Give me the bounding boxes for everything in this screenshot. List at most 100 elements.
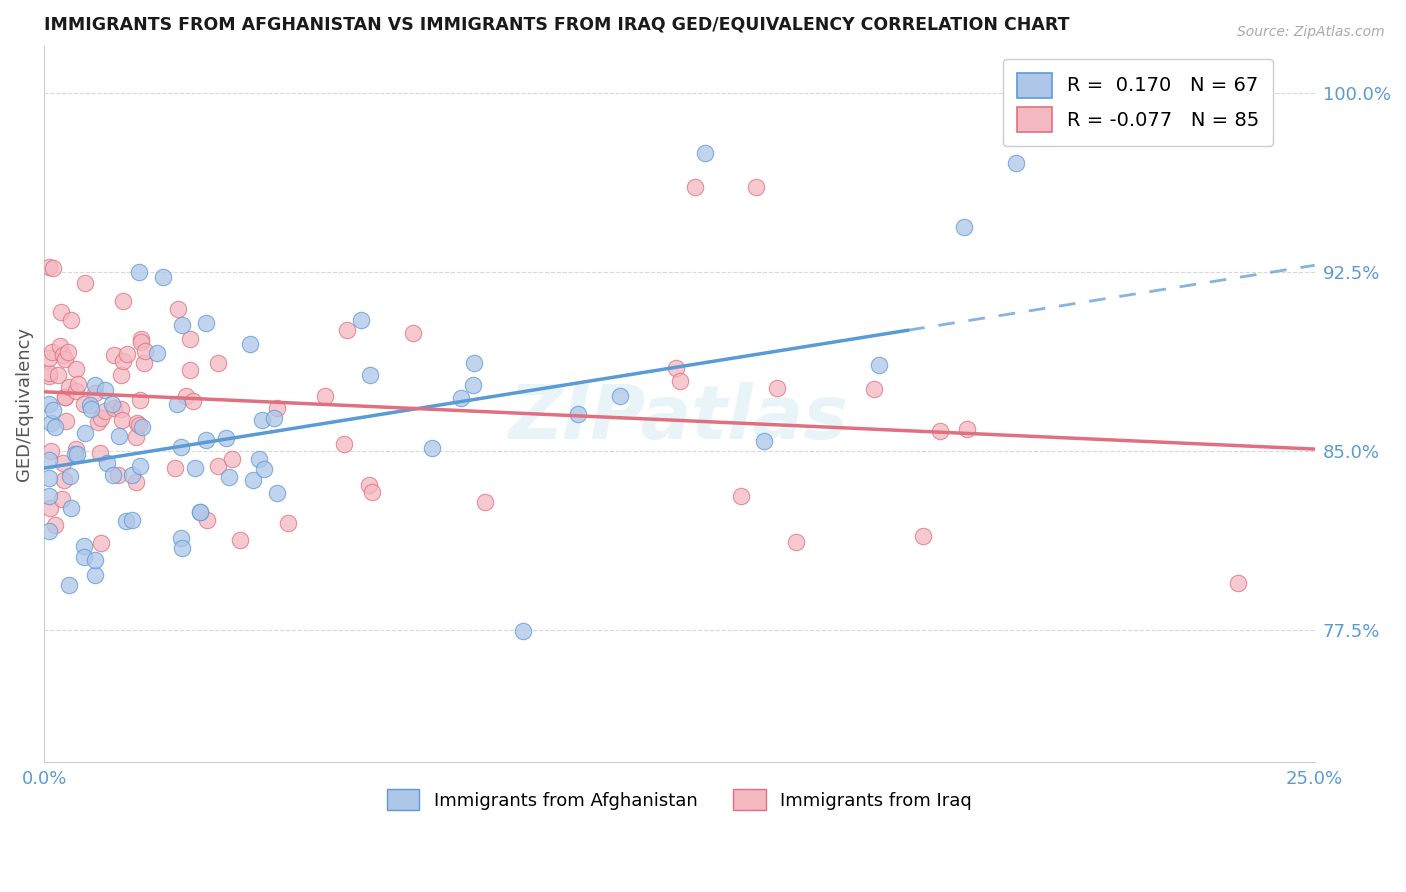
Y-axis label: GED/Equivalency: GED/Equivalency <box>15 326 32 481</box>
Point <box>463 378 485 392</box>
Point <box>229 533 252 548</box>
Point <box>183 393 205 408</box>
Point <box>41 345 63 359</box>
Point <box>785 534 807 549</box>
Point <box>110 368 132 382</box>
Point <box>152 270 174 285</box>
Point <box>253 462 276 476</box>
Point <box>107 468 129 483</box>
Point <box>179 362 201 376</box>
Point <box>51 305 73 319</box>
Point <box>111 413 134 427</box>
Point <box>103 348 125 362</box>
Point <box>38 367 60 381</box>
Point <box>94 403 117 417</box>
Point <box>207 356 229 370</box>
Point <box>129 332 152 346</box>
Point <box>58 469 80 483</box>
Point <box>195 513 218 527</box>
Point <box>112 353 135 368</box>
Point <box>263 411 285 425</box>
Point <box>172 318 194 333</box>
Point <box>752 434 775 448</box>
Point <box>266 485 288 500</box>
Point <box>83 385 105 400</box>
Point <box>89 446 111 460</box>
Point <box>96 456 118 470</box>
Point <box>266 401 288 415</box>
Text: IMMIGRANTS FROM AFGHANISTAN VS IMMIGRANTS FROM IRAQ GED/EQUIVALENCY CORRELATION : IMMIGRANTS FROM AFGHANISTAN VS IMMIGRANT… <box>44 15 1070 33</box>
Point <box>103 467 125 482</box>
Point <box>314 389 336 403</box>
Point <box>402 326 425 341</box>
Point <box>66 447 89 461</box>
Point <box>75 276 97 290</box>
Point <box>683 179 706 194</box>
Point <box>110 402 132 417</box>
Point <box>59 500 82 515</box>
Point <box>125 475 148 489</box>
Point <box>166 397 188 411</box>
Point <box>38 471 60 485</box>
Point <box>38 524 60 539</box>
Point <box>730 489 752 503</box>
Point <box>567 407 589 421</box>
Point <box>512 624 534 639</box>
Point <box>41 261 63 276</box>
Point <box>73 425 96 440</box>
Point <box>39 500 62 515</box>
Point <box>52 456 75 470</box>
Point <box>336 323 359 337</box>
Point <box>90 411 112 425</box>
Point <box>66 376 89 391</box>
Point <box>53 473 76 487</box>
Point <box>450 392 472 406</box>
Point <box>163 461 186 475</box>
Point <box>868 359 890 373</box>
Legend: Immigrants from Afghanistan, Immigrants from Iraq: Immigrants from Afghanistan, Immigrants … <box>380 782 980 817</box>
Point <box>44 517 66 532</box>
Point <box>65 384 87 399</box>
Point <box>51 491 73 506</box>
Point <box>215 431 238 445</box>
Point <box>179 332 201 346</box>
Point <box>1005 156 1028 170</box>
Point <box>38 489 60 503</box>
Point <box>184 461 207 475</box>
Point <box>55 352 77 367</box>
Point <box>53 390 76 404</box>
Point <box>127 416 149 430</box>
Point <box>44 420 66 434</box>
Point <box>194 433 217 447</box>
Point <box>668 374 690 388</box>
Text: Source: ZipAtlas.com: Source: ZipAtlas.com <box>1237 25 1385 39</box>
Point <box>693 146 716 161</box>
Point <box>49 339 72 353</box>
Point <box>357 478 380 492</box>
Point <box>84 552 107 566</box>
Point <box>39 416 62 430</box>
Point <box>242 473 264 487</box>
Point <box>58 380 80 394</box>
Point <box>134 344 156 359</box>
Point <box>56 345 79 359</box>
Point <box>87 415 110 429</box>
Point <box>474 494 496 508</box>
Point <box>63 447 86 461</box>
Point <box>89 536 111 550</box>
Point <box>38 351 60 365</box>
Point <box>132 356 155 370</box>
Point <box>84 378 107 392</box>
Point <box>53 390 76 404</box>
Point <box>121 468 143 483</box>
Point <box>862 382 884 396</box>
Point <box>38 453 60 467</box>
Point <box>174 389 197 403</box>
Point <box>72 539 94 553</box>
Point <box>170 440 193 454</box>
Point <box>38 369 60 384</box>
Point <box>359 368 381 383</box>
Point <box>42 402 65 417</box>
Text: ZIPatlas: ZIPatlas <box>509 382 849 455</box>
Point <box>65 362 87 376</box>
